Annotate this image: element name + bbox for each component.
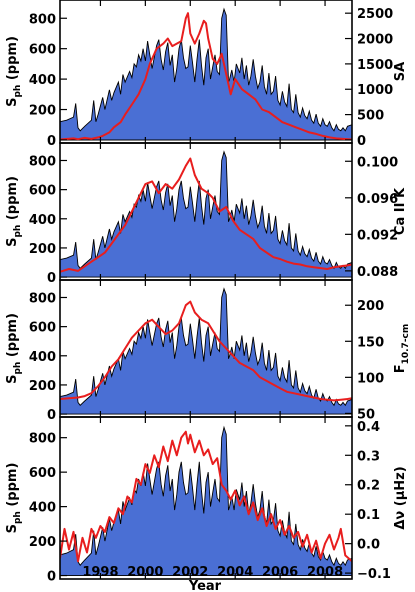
x-axis-label: Year [188,579,222,592]
right-tick-label: 0.3 [357,449,380,464]
left-tick-label: 0 [47,570,56,585]
panel-1: 0 200 400 600 800 0 500 1000 1500 2000 2500 Sph (pp… [5,0,408,149]
right-tick-label: 2000 [357,33,393,48]
x-tick-label: 2004 [217,565,253,580]
left-tick-label: 0 [47,408,56,423]
x-tick-label: 1998 [82,565,118,580]
right-tick-label: 1500 [357,58,393,73]
overlay-line-4 [60,430,352,563]
right-tick-label: 500 [357,109,384,124]
overlay-line-2 [60,157,352,273]
overlay-line-3 [60,300,352,402]
right-tick-label: 0 [357,134,366,149]
left-tick-label: 600 [29,466,56,481]
x-tick-label: 2006 [262,565,298,580]
right-tick-label: 0.2 [357,479,380,494]
right-tick-label: 0.100 [357,155,398,170]
panel-frame-4 [59,416,353,580]
right-tick-label: 0.088 [357,265,398,280]
left-tick-label: 200 [29,379,56,394]
right-tick-label: 100 [357,371,384,386]
left-tick-label: 800 [29,154,56,169]
left-tick-label: 0 [47,271,56,286]
sph-area-1 [60,7,352,141]
left-tick-label: 800 [29,432,56,447]
right-tick-label: 0.096 [357,192,398,207]
right-tick-label: −0.1 [357,567,391,582]
panel-3: 0 200 400 600 800 50 100 150 200 Sph (ppm) F10.7-c… [5,279,411,423]
left-tick-label: 400 [29,213,56,228]
sph-area-4 [60,425,352,577]
left-axis-label: Sph (ppm) [5,313,23,384]
left-tick-label: 200 [29,104,56,119]
sph-area-2 [60,150,352,278]
left-tick-label: 800 [29,291,56,306]
left-tick-label: 0 [47,134,56,149]
right-tick-label: 200 [357,299,384,314]
x-tick-label: 2000 [127,565,163,580]
overlay-line-1 [60,12,352,141]
left-tick-label: 400 [29,501,56,516]
left-tick-label: 800 [29,12,56,27]
left-tick-label: 200 [29,535,56,550]
right-tick-label: 0.1 [357,508,380,523]
left-axis-label: Sph (ppm) [5,463,23,534]
right-tick-label: 50 [357,407,375,422]
panel-2: 0 200 400 600 800 0.088 0.092 0.096 0.100 Sph (pp… [5,142,408,286]
left-tick-label: 600 [29,43,56,58]
x-tick-label: 2002 [172,565,208,580]
panel-4: 0 200 400 600 800 −0.1 0.0 0.1 0.2 0.3 0.4 Sph (ppm… [5,416,408,585]
right-tick-label: 1000 [357,83,393,98]
sph-area-3 [60,287,352,415]
right-tick-label: 0.0 [357,538,380,553]
right-axis-label: F10.7-cm [393,324,411,374]
right-axis-label: Ca II K [393,187,408,235]
left-tick-label: 400 [29,350,56,365]
right-tick-label: 2500 [357,7,393,22]
x-tick-label: 2008 [307,565,343,580]
left-tick-label: 600 [29,184,56,199]
right-axis-label: SA [393,62,408,81]
right-tick-label: 0.092 [357,228,398,243]
right-tick-label: 150 [357,335,384,350]
left-axis-label: Sph (ppm) [5,36,23,107]
left-axis-label: Sph (ppm) [5,176,23,247]
right-tick-label: 0.4 [357,420,380,435]
right-axis-label: Δν (μHz) [393,466,408,529]
left-tick-label: 200 [29,242,56,257]
left-tick-label: 400 [29,73,56,88]
left-tick-label: 600 [29,321,56,336]
